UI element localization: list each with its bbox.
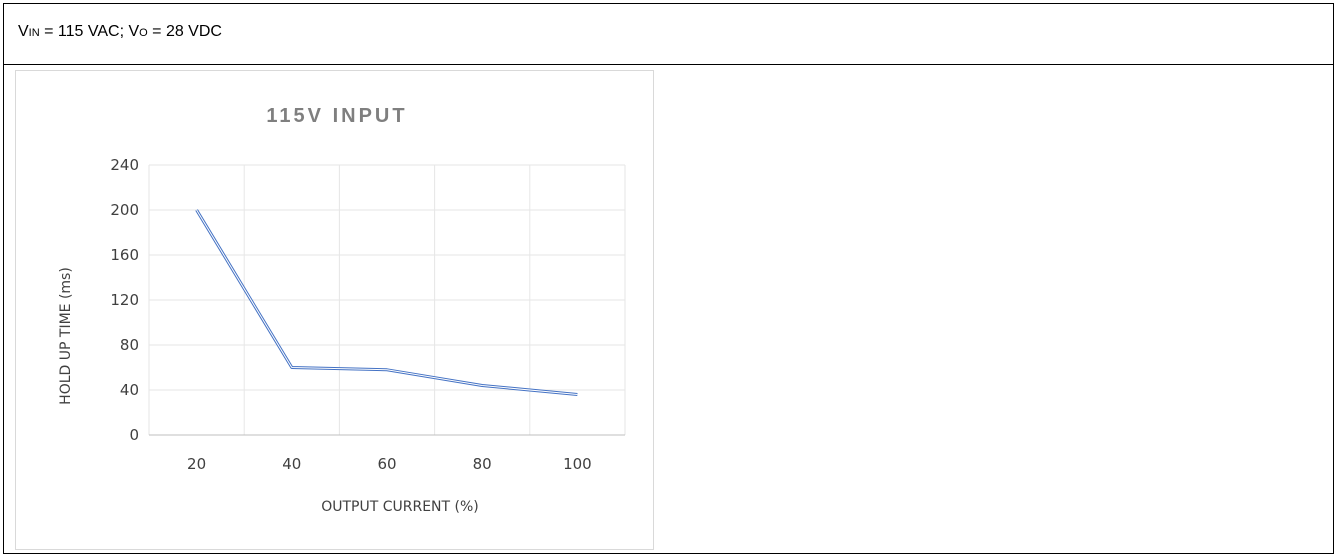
y-tick-label-6: 240 [110,156,139,174]
x-tick-label-4: 100 [563,455,592,473]
series-layer [195,209,578,396]
v-in-subscript: IN [28,27,40,39]
x-axis-title: OUTPUT CURRENT (%) [321,499,479,515]
x-tick-label-2: 60 [377,455,396,473]
y-tick-label-1: 40 [120,381,139,399]
v-symbol-2: V [128,23,140,40]
y-tick-label-3: 120 [110,291,139,309]
y-tick-label-4: 160 [110,246,139,264]
v-o-subscript: O [139,27,148,39]
x-tick-label-0: 20 [187,455,206,473]
header-row: VIN = 115 VAC; VO = 28 VDC [4,4,1333,65]
y-axis-title: HOLD UP TIME (ms) [58,267,74,405]
x-tick-label-3: 80 [473,455,492,473]
y-tick-label-2: 80 [120,336,139,354]
v-symbol: V [18,23,29,40]
x-tick-label-1: 40 [282,455,301,473]
series-line-outer-0 [195,209,578,396]
y-tick-label-5: 200 [110,201,139,219]
condition-label: VIN = 115 VAC; VO = 28 VDC [18,23,222,41]
chart-container: 115V INPUT 0 40 80 120 160 200 240 20 40 60 80 100 … [15,70,654,550]
tick-layer: 0 40 80 120 160 200 240 20 40 60 80 100 [110,156,591,473]
chart-title: 115V INPUT [266,105,407,127]
grid-layer [148,164,626,435]
y-tick-label-0: 0 [129,426,139,444]
figure-frame: VIN = 115 VAC; VO = 28 VDC [3,3,1334,554]
v-in-value: = 115 VAC; [39,23,129,40]
v-o-value: = 28 VDC [147,23,222,40]
